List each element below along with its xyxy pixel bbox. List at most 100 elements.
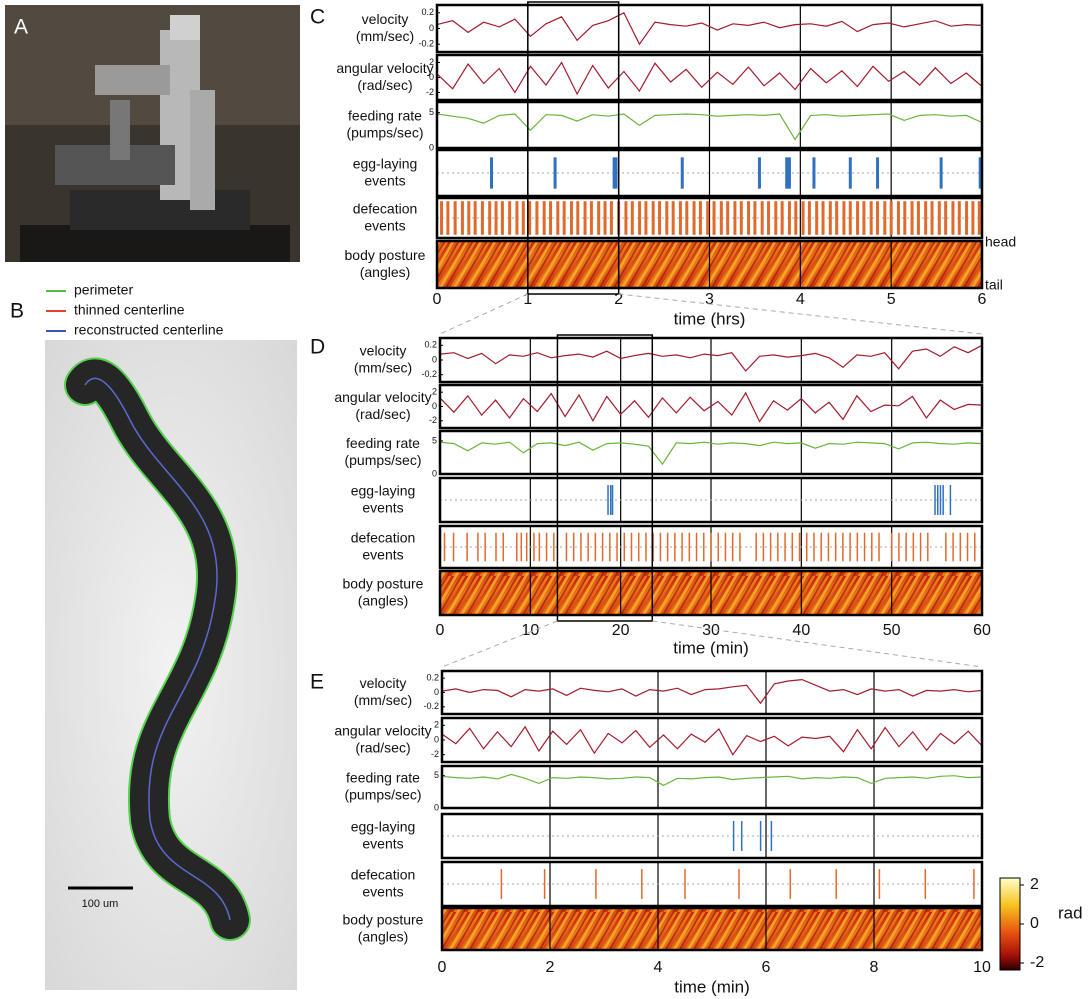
panel-label: D [310,336,325,359]
y-tick-label: -0.2 [418,39,434,49]
x-tick-label: 40 [792,622,810,639]
row-label: (rad/sec) [355,740,410,756]
y-tick-label: 0 [432,354,437,364]
y-tick-label: 0 [432,468,437,478]
y-tick-label: -2 [429,415,437,425]
row-label: (mm/sec) [354,692,412,708]
x-tick-label: 8 [870,959,879,976]
row-label: defecation [353,201,418,217]
row-label: (angles) [358,593,409,609]
legend-label: perimeter [74,282,133,298]
tail-label: tail [985,277,1003,293]
row-label: body posture [345,247,426,263]
row-frame [442,766,982,808]
x-axis-label: time (hrs) [674,309,746,328]
row-label: defecation [351,530,416,546]
head-label: head [985,234,1016,250]
row-label: egg-laying [351,483,416,499]
x-tick-label: 6 [978,291,987,308]
y-tick-label: 0 [434,802,439,812]
y-tick-label: 2 [434,720,439,730]
row-label: events [362,500,403,516]
row-label: (mm/sec) [354,360,412,376]
y-tick-label: 5 [429,107,434,117]
row-label: events [364,218,405,234]
row-label: egg-laying [353,156,418,172]
legend-label: reconstructed centerline [74,322,224,338]
row-label: events [364,173,405,189]
y-tick-label: 0.2 [424,340,437,350]
row-frame [442,718,982,762]
zoom-connector [440,294,528,334]
row-label: (angles) [358,929,409,945]
row-label: feeding rate [346,770,420,786]
x-tick-label: 4 [796,291,805,308]
x-tick-label: 30 [702,622,720,639]
row-label: (pumps/sec) [346,125,423,141]
x-tick-label: 10 [973,959,991,976]
row-label: angular velocity [336,60,433,76]
row-label: velocity [362,11,409,27]
colorbar [1000,878,1020,970]
row-label: (pumps/sec) [344,787,421,803]
row-label: (angles) [360,264,411,280]
x-tick-label: 0 [433,291,442,308]
colorbar-tick-label: 0 [1030,915,1039,932]
y-tick-label: 0 [432,401,437,411]
row-label: body posture [343,576,424,592]
y-tick-label: -2 [431,749,439,759]
scale-bar-label: 100 um [82,898,119,910]
x-axis-label: time (min) [673,638,749,657]
x-tick-label: 20 [612,622,630,639]
panel-label: B [10,300,24,323]
y-tick-label: 2 [429,57,434,67]
trace [442,680,982,704]
y-tick-label: 0 [429,142,434,152]
y-tick-label: 5 [434,770,439,780]
colorbar-tick-label: 2 [1030,876,1039,893]
y-tick-label: 0 [434,734,439,744]
x-tick-label: 4 [654,959,663,976]
row-label: events [362,836,403,852]
y-tick-label: -0.2 [421,369,437,379]
x-tick-label: 6 [762,959,771,976]
y-tick-label: -0.2 [423,701,439,711]
row-label: angular velocity [334,389,431,405]
row-label: events [362,547,403,563]
row-label: angular velocity [334,723,431,739]
row-label: (rad/sec) [357,77,412,93]
posture-heatmap [442,908,982,950]
x-tick-label: 60 [973,622,991,639]
x-tick-label: 5 [887,291,896,308]
x-tick-label: 3 [705,291,714,308]
y-tick-label: 0 [429,23,434,33]
x-tick-label: 0 [438,959,447,976]
row-label: (mm/sec) [356,28,414,44]
row-label: events [362,884,403,900]
y-tick-label: 0 [434,687,439,697]
panel-label: C [310,6,325,29]
row-label: feeding rate [346,435,420,451]
row-label: velocity [360,675,407,691]
y-tick-label: 0.2 [421,7,434,17]
x-tick-label: 50 [883,622,901,639]
row-label: velocity [360,343,407,359]
y-tick-label: 0 [429,72,434,82]
y-tick-label: 0.2 [426,673,439,683]
trace [442,774,982,785]
legend-label: thinned centerline [74,302,185,318]
row-label: body posture [343,912,424,928]
row-frame [442,671,982,714]
trace [442,727,982,755]
y-tick-label: -2 [426,87,434,97]
panel-label: A [14,16,28,39]
x-axis-label: time (min) [674,977,750,996]
figure: A Bperimeter thinned centerline reconstruct… [0,0,1090,999]
colorbar-tick-label: -2 [1030,954,1044,971]
x-tick-label: 2 [546,959,555,976]
y-tick-label: 2 [432,387,437,397]
zoom-connector [442,621,557,667]
row-label: feeding rate [348,108,422,124]
row-label: defecation [351,867,416,883]
x-tick-label: 0 [436,622,445,639]
